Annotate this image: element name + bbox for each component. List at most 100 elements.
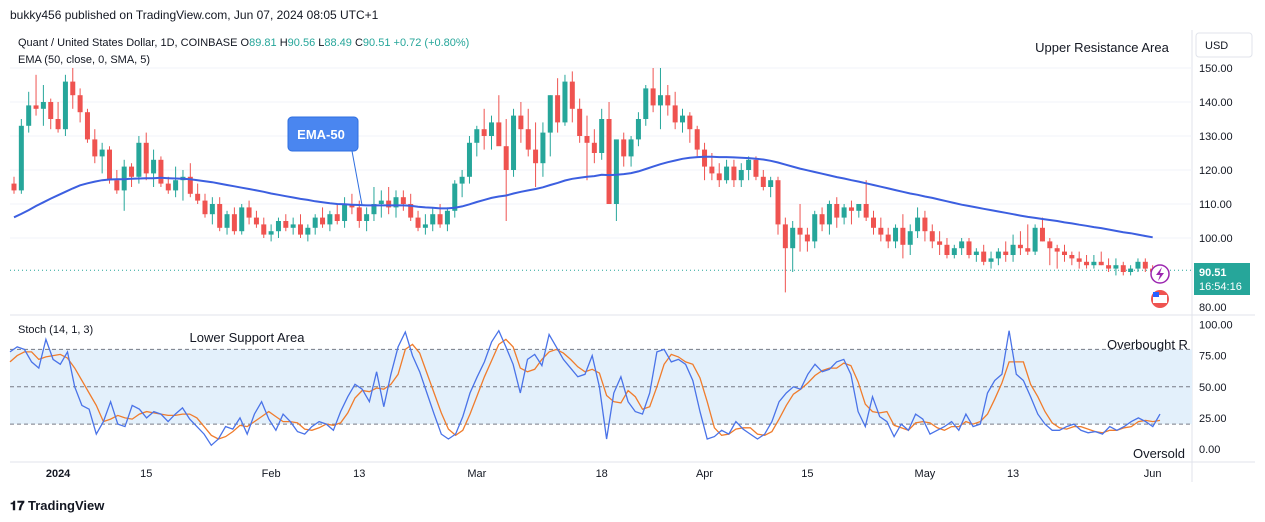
bar-countdown: 16:54:16 [1199,281,1242,293]
candle-body [239,207,245,232]
ema-50-line [13,155,1153,239]
candle-body [746,159,752,170]
candle-body [334,214,340,221]
candle-body [613,139,619,204]
candle-body [400,197,406,204]
candle-body [1017,244,1023,249]
candle-body [371,204,377,215]
candle-body [753,159,759,177]
overbought-annotation: Overbought R [1107,337,1188,352]
candle-body [951,248,957,255]
candle-body [665,95,671,106]
candle-body [489,122,494,136]
candle-body [158,159,164,184]
candle-body [1069,255,1075,259]
candle-body [1106,265,1112,269]
time-tick-label: May [915,468,936,480]
candle-body [1047,241,1053,249]
candle-body [11,183,17,191]
stoch-tick-label: 25.00 [1199,413,1227,425]
candle-body [99,149,105,157]
symbol-legend: Quant / United States Dollar, 1D, COINBA… [18,37,469,49]
candle-body [84,112,90,140]
candle-body [577,108,583,136]
candle-body [790,227,796,249]
candle-body [386,200,392,208]
stoch-k-line [9,329,1161,447]
ema-callout-text: EMA-50 [297,127,345,142]
candle-body [151,159,157,174]
candle-body [327,214,333,225]
candle-body [481,129,487,136]
candle-body [224,214,230,228]
candle-body [599,119,605,153]
candle-body [907,231,913,245]
candle-body [650,88,656,106]
candle-body [694,129,700,150]
candle-body [856,204,862,211]
candle-body [312,217,318,228]
candle-body [496,122,502,147]
candle-body [937,241,943,245]
candle-body [1135,261,1141,269]
price-tick-label: 130.00 [1199,131,1233,143]
candle-body [452,183,458,211]
candle-body [687,115,693,130]
tradingview-logo[interactable]: 𝟏𝟕 TradingView [10,498,105,513]
candle-body [929,231,935,242]
candle-body [775,180,781,225]
candle-body [562,81,568,123]
candle-body [511,115,517,170]
candle-body [533,149,539,164]
time-tick-label: 13 [353,468,365,480]
candle-body [261,224,267,235]
candle-body [378,200,384,204]
currency-box [1195,32,1253,58]
publish-info: bukky456 published on TradingView.com, J… [10,8,379,22]
time-tick-label: 2024 [46,468,71,480]
candle-body [408,204,414,218]
candle-body [1142,261,1148,269]
candle-body [1025,248,1031,252]
candle-body [114,180,120,191]
candle-body [195,193,201,201]
stoch-legend: Stoch (14, 1, 3) [18,324,93,336]
candle-body [1120,265,1126,272]
last-price-box [1194,263,1250,295]
candle-body [944,244,950,255]
candle-body [202,200,208,215]
candle-body [283,221,289,228]
candle-body [1062,251,1067,255]
candle-body [768,180,774,187]
candle-body [540,132,546,164]
candle-body [275,221,281,232]
candle-body [48,102,54,119]
candle-body [187,176,193,194]
time-tick-label: 13 [1007,468,1019,480]
candle-body [173,180,179,191]
candle-body [415,217,421,228]
us-flag-canton [1153,292,1159,297]
candle-body [437,214,443,225]
candle-body [474,129,480,143]
chart-canvas[interactable]: 150.00140.00130.00120.00110.00100.0080.0… [0,0,1265,492]
upper-resistance-annotation: Upper Resistance Area [1035,40,1169,55]
candle-body [922,217,928,232]
candle-body [826,204,832,225]
candle-body [973,251,979,255]
candle-body [555,95,561,123]
candle-body [724,166,730,181]
time-tick-label: Feb [262,468,281,480]
candle-body [305,227,311,235]
candle-body [430,214,436,225]
candle-body [92,139,98,157]
time-tick-label: Jun [1144,468,1162,480]
candle-body [995,251,1001,259]
candle-body [246,207,252,218]
candle-body [547,95,553,133]
candle-body [900,227,906,245]
candle-body [26,105,32,126]
candle-body [819,214,825,225]
candle-body [364,214,370,221]
price-tick-label: 150.00 [1199,63,1233,75]
